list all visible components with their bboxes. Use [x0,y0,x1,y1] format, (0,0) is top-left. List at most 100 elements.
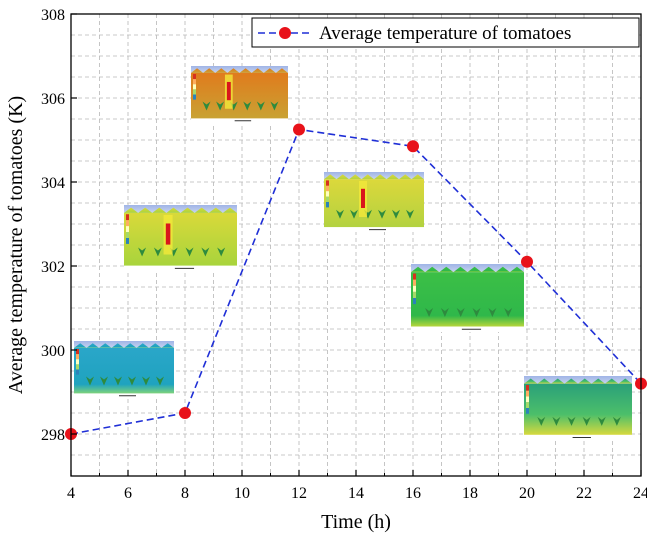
series-line [70,128,642,435]
x-tick-label: 20 [519,485,535,502]
inset-plant [86,376,94,386]
inset-colorbar-segment [413,298,416,305]
inset-plant [392,209,400,219]
inset-plant [142,376,150,386]
inset-colorbar-segment [126,226,129,233]
y-tick-label: 308 [41,7,65,24]
inset-colorbar-segment [76,348,79,355]
x-tick-label: 24 [633,485,647,502]
inset-plant [406,209,414,219]
x-tick-label: 6 [124,485,132,502]
inset-sky [524,376,632,384]
inset-colorbar-segment [126,220,129,227]
inset-colorbar-segment [413,291,416,298]
legend-marker [279,27,291,39]
simulation-inset-10h [191,66,288,123]
inset-plant [488,308,497,318]
inset-colorbar-segment [76,369,79,375]
y-tick-label: 302 [41,259,65,276]
inset-plant [114,376,122,386]
inset-colorbar-segment [193,84,196,90]
inset-plant [256,101,265,111]
axis-ticks: 4 6 8 10 12 14 16 18 20 22 24 298 300 302 304 306 308 [41,7,647,502]
inset-roof [324,174,424,180]
inset-colorbar-segment [326,185,329,192]
inset-plant [100,376,108,386]
simulation-insets [74,66,632,440]
y-tick-label: 298 [41,427,65,444]
y-tick-label: 300 [41,343,65,360]
inset-colorbar-segment [193,94,196,100]
inset-plant [201,247,210,257]
inset-plant [552,416,561,426]
inset-colorbar-segment [526,402,529,408]
inset-colorbar-segment [326,196,329,202]
inset-colorbar-segment [76,359,79,365]
inset-colorbar-segment [76,364,79,370]
inset-sky [191,66,288,73]
inset-plant [138,247,147,257]
inset-plant [216,101,225,111]
inset-field [324,179,424,228]
inset-hotspot-core [361,188,365,208]
inset-hotspot-core [226,81,231,101]
inset-plant [217,247,226,257]
inset-roof [191,68,288,73]
inset-field [124,212,237,266]
inset-colorbar-segment [126,232,129,238]
inset-plant [270,101,279,111]
inset-colorbar-segment [193,89,196,95]
inset-colorbar-segment [326,191,329,197]
data-point [293,123,305,136]
inset-plant [425,308,434,318]
legend: Average temperature of tomatoes [251,17,640,48]
x-tick-label: 16 [405,485,421,502]
x-tick-label: 18 [462,485,478,502]
inset-plant [336,209,344,219]
inset-plant [378,209,386,219]
simulation-inset-20h [411,264,524,332]
inset-roof [74,343,174,348]
inset-roof [524,378,632,384]
simulation-inset-8h [124,205,237,271]
inset-field [191,72,288,119]
inset-field [74,347,174,394]
inset-sky [324,172,424,180]
simulation-inset-24h [524,376,632,440]
inset-plant [537,416,546,426]
inset-sky [74,341,174,348]
inset-plant [153,247,162,257]
inset-plant [243,101,252,111]
x-tick-label: 10 [234,485,250,502]
x-axis-label: Time (h) [321,511,391,533]
inset-colorbar-segment [413,273,416,280]
legend-box [251,17,640,48]
y-tick-label: 304 [41,175,65,192]
inset-colorbar-segment [326,180,329,186]
inset-plant [612,416,621,426]
inset-colorbar-segment [526,384,529,391]
x-tick-label: 12 [291,485,307,502]
x-tick-label: 4 [67,485,75,502]
y-axis-label: Average temperature of tomatoes (K) [5,96,27,394]
x-tick-label: 8 [181,485,189,502]
x-tick-label: 22 [576,485,592,502]
inset-plant [202,101,211,111]
inset-plant [456,308,465,318]
inset-roof [124,207,237,213]
inset-plant [440,308,449,318]
inset-colorbar-segment [326,202,329,208]
inset-plant [567,416,576,426]
legend-label: Average temperature of tomatoes [319,23,571,44]
inset-sky [411,264,524,273]
inset-colorbar-segment [76,354,79,360]
inset-colorbar-segment [413,279,416,286]
inset-roof [411,266,524,273]
x-tick-label: 14 [348,485,364,502]
inset-plant [504,308,513,318]
inset-plant [597,416,606,426]
simulation-inset-4h [74,341,174,398]
inset-colorbar-segment [526,390,529,397]
inset-colorbar-segment [526,396,529,403]
